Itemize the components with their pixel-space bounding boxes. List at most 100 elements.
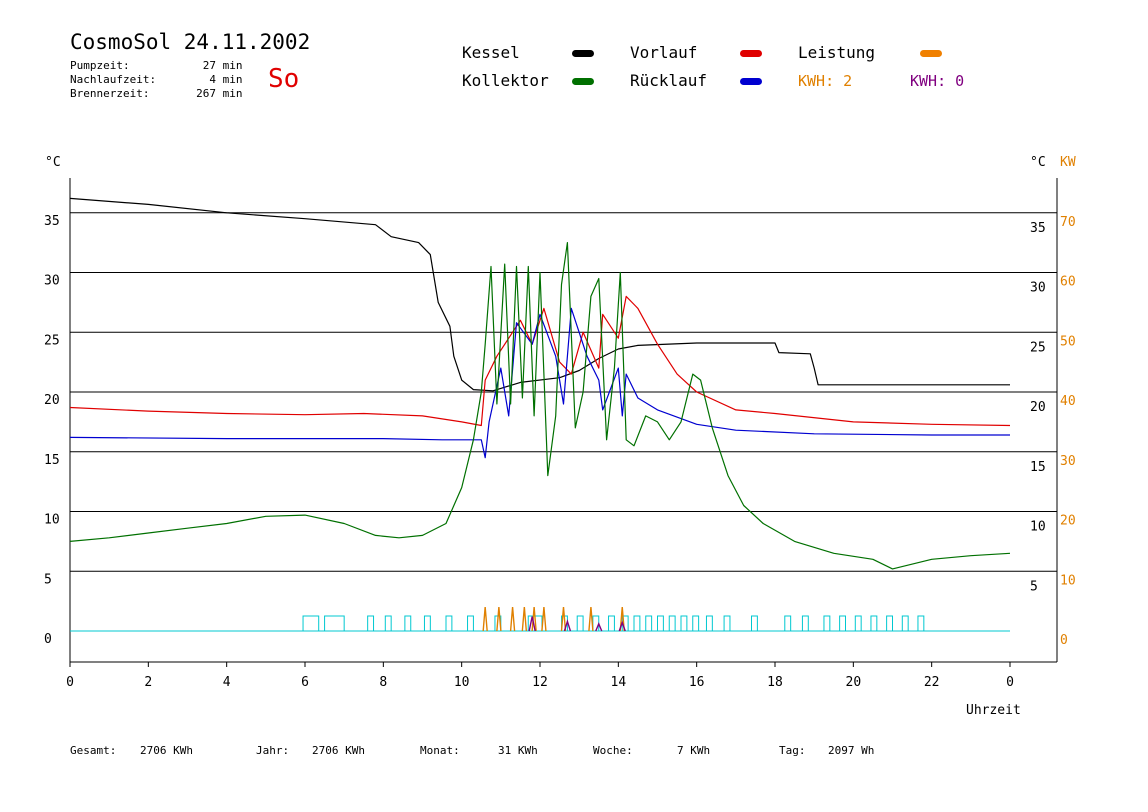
info-value: 27 bbox=[202, 59, 216, 72]
y-tick-label-left: 25 bbox=[44, 333, 60, 348]
pump-interval bbox=[886, 615, 893, 632]
series-line-kessel bbox=[69, 197, 1010, 392]
y-axis-title-right: °C bbox=[1030, 155, 1046, 170]
leistung-peak bbox=[482, 607, 488, 632]
x-tick-label: 16 bbox=[689, 675, 705, 690]
pump-interval bbox=[680, 615, 688, 632]
legend-label-ruecklauf: Rücklauf bbox=[630, 71, 708, 90]
kwh-purple-label: KWH: 0 bbox=[910, 72, 965, 90]
footer-woche-value: 7 KWh bbox=[677, 744, 711, 757]
footer-woche-label: Woche: bbox=[593, 744, 633, 757]
info-label: Pumpzeit: bbox=[70, 59, 130, 72]
footer-monat-label: Monat: bbox=[420, 744, 460, 757]
x-tick-label: 2 bbox=[144, 675, 152, 690]
info-label: Nachlaufzeit: bbox=[70, 73, 157, 86]
y-tick-label-left: 10 bbox=[44, 513, 60, 528]
chart-title: CosmoSol 24.11.2002 bbox=[70, 30, 311, 54]
legend-label-vorlauf: Vorlauf bbox=[630, 43, 698, 62]
series-line-rcklauf bbox=[69, 307, 1010, 459]
series-line-kollektor bbox=[69, 242, 1011, 570]
y-tick-label-right: 15 bbox=[1030, 460, 1046, 475]
pump-interval bbox=[423, 615, 431, 632]
info-row-brennerzeit: Brennerzeit: 267 min bbox=[70, 87, 243, 100]
x-tick-label: 22 bbox=[924, 675, 940, 690]
y-tick-label-left: 0 bbox=[44, 632, 52, 647]
x-tick-label: 0 bbox=[1006, 675, 1014, 690]
pump-interval bbox=[917, 615, 925, 632]
pump-interval bbox=[576, 615, 584, 632]
y-axis-title-left: °C bbox=[45, 155, 61, 170]
kwh-peak bbox=[563, 619, 572, 632]
pump-interval bbox=[633, 615, 641, 632]
pump-interval bbox=[645, 615, 653, 632]
pump-interval bbox=[592, 615, 600, 632]
x-axis-title: Uhrzeit bbox=[966, 703, 1021, 718]
info-unit: min bbox=[222, 59, 243, 72]
pump-interval bbox=[723, 615, 731, 632]
y-tick-label-left: 30 bbox=[44, 274, 60, 289]
pump-interval bbox=[657, 615, 664, 632]
x-tick-label: 0 bbox=[66, 675, 74, 690]
leistung-peak bbox=[560, 607, 567, 632]
kwh-peak bbox=[618, 620, 626, 632]
y-tick-label-right: 30 bbox=[1030, 281, 1046, 296]
info-label: Brennerzeit: bbox=[70, 87, 150, 100]
leistung-peak bbox=[509, 607, 516, 632]
pump-interval bbox=[324, 615, 345, 632]
legend-swatch-kessel bbox=[572, 50, 594, 57]
pump-interval bbox=[668, 615, 676, 632]
x-tick-label: 10 bbox=[454, 675, 470, 690]
kw-tick-label: 20 bbox=[1060, 514, 1076, 529]
x-tick-label: 4 bbox=[223, 675, 231, 690]
x-tick-label: 18 bbox=[767, 675, 783, 690]
info-unit: min bbox=[222, 73, 243, 86]
info-unit: min bbox=[222, 87, 243, 100]
x-tick-label: 20 bbox=[846, 675, 862, 690]
pump-interval bbox=[823, 615, 831, 632]
y-tick-label-right: 10 bbox=[1030, 520, 1046, 535]
weekday-label: So bbox=[268, 64, 300, 94]
legend-swatch-vorlauf bbox=[740, 50, 762, 57]
kw-tick-label: 10 bbox=[1060, 573, 1076, 588]
kw-tick-label: 60 bbox=[1060, 275, 1076, 290]
legend-swatch-kollektor bbox=[572, 78, 594, 85]
legend-swatch-ruecklauf bbox=[740, 78, 762, 85]
legend-label-kessel: Kessel bbox=[462, 43, 520, 62]
info-row-pumpzeit: Pumpzeit: 27 min bbox=[70, 59, 243, 72]
kw-axis-title: KW bbox=[1060, 155, 1076, 170]
x-tick-label: 14 bbox=[611, 675, 627, 690]
x-tick-label: 6 bbox=[301, 675, 309, 690]
footer-jahr-value: 2706 KWh bbox=[312, 744, 365, 757]
leistung-peak bbox=[619, 607, 625, 632]
leistung-peak bbox=[588, 607, 594, 632]
y-tick-label-left: 15 bbox=[44, 453, 60, 468]
kwh-peak bbox=[595, 622, 603, 632]
y-tick-label-right: 25 bbox=[1030, 340, 1046, 355]
footer-jahr-label: Jahr: bbox=[256, 744, 290, 757]
footer-tag-label: Tag: bbox=[779, 744, 806, 757]
leistung-peak bbox=[496, 607, 502, 632]
pump-interval bbox=[384, 615, 392, 632]
kw-tick-label: 70 bbox=[1060, 215, 1076, 230]
leistung-peak bbox=[521, 607, 528, 632]
y-tick-label-right: 35 bbox=[1030, 221, 1046, 236]
pump-interval bbox=[302, 615, 320, 632]
y-tick-label-left: 20 bbox=[44, 393, 60, 408]
legend-label-kollektor: Kollektor bbox=[462, 71, 549, 90]
pump-interval bbox=[784, 615, 792, 632]
footer-gesamt-value: 2706 KWh bbox=[140, 744, 193, 757]
pump-interval bbox=[705, 615, 713, 632]
pump-interval bbox=[367, 615, 375, 632]
pump-interval bbox=[751, 615, 758, 632]
x-tick-label: 12 bbox=[532, 675, 548, 690]
pump-interval bbox=[901, 615, 909, 632]
kw-tick-label: 0 bbox=[1060, 633, 1068, 648]
info-value: 267 bbox=[196, 87, 216, 100]
series-line-vorlauf bbox=[69, 295, 1011, 427]
pump-interval bbox=[445, 615, 453, 632]
y-tick-label-right: 5 bbox=[1030, 579, 1038, 594]
leistung-peak bbox=[541, 607, 547, 632]
kwh-orange-label: KWH: 2 bbox=[798, 72, 853, 90]
y-tick-label-right: 20 bbox=[1030, 400, 1046, 415]
y-tick-label-left: 35 bbox=[44, 214, 60, 229]
